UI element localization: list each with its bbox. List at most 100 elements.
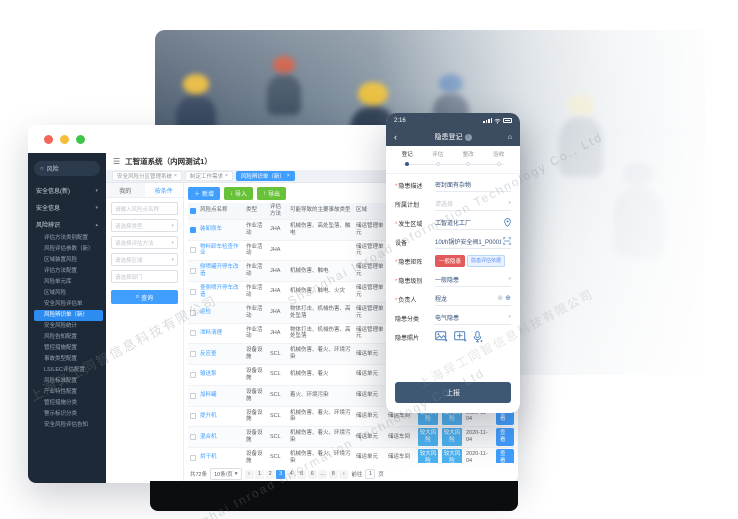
plan-select[interactable]: 请选择 ▾ — [435, 199, 511, 211]
row-checkbox[interactable] — [190, 309, 196, 316]
matrix-level-badge[interactable]: 一般隐患 — [435, 254, 466, 267]
close-icon[interactable]: × — [174, 173, 177, 179]
page-tab[interactable]: 制定工作需求 × — [184, 171, 233, 181]
sidebar-subitem[interactable]: 事故类型配置 — [44, 356, 78, 362]
page-button[interactable]: 4 — [286, 469, 296, 479]
risk-point-link[interactable]: 加料罐 — [200, 392, 217, 399]
row-checkbox[interactable] — [190, 268, 196, 275]
row-checkbox[interactable] — [190, 434, 196, 441]
filter-input[interactable]: 请输入风险点名称 — [111, 202, 178, 215]
window-minimize-button[interactable] — [60, 134, 69, 144]
risk-point-link[interactable]: 釜侧喷开停车改造 — [200, 285, 239, 298]
row-checkbox[interactable] — [190, 351, 196, 358]
risk-point-link[interactable]: 提升机 — [200, 412, 217, 419]
sidebar-subitem[interactable]: 风险标准配置 — [44, 378, 78, 384]
owner-field[interactable]: 程龙 ⊗ ⊕ — [435, 294, 511, 306]
page-button[interactable]: … — [318, 469, 328, 479]
level-select[interactable]: 一般隐患 ▾ — [435, 275, 511, 287]
sidebar-subitem[interactable]: 警示标识分类 — [44, 411, 78, 417]
risk-point-link[interactable]: 物料卸车检查作业 — [200, 243, 239, 257]
column-header[interactable]: 类型 — [246, 207, 258, 214]
matrix-basis-button[interactable]: 隐患评估依据 — [467, 254, 506, 267]
sidebar-subitem[interactable]: 风险评估参数（新） — [44, 246, 94, 252]
filter-input[interactable]: 请选择评估方法 — [111, 236, 178, 249]
row-checkbox[interactable] — [190, 371, 196, 378]
device-picker[interactable]: 10t/h锅炉安全阀1_P0001 — [435, 237, 511, 249]
hamburger-menu-icon[interactable]: ☰ — [113, 157, 121, 166]
step-label[interactable]: 整改 — [462, 152, 474, 158]
page-tab[interactable]: 安全风险分区管理系统 × — [112, 171, 182, 181]
row-checkbox[interactable] — [190, 330, 196, 337]
category-select[interactable]: 电气隐患 ▾ — [435, 313, 511, 325]
risk-point-link[interactable]: 输送泵 — [200, 371, 217, 378]
window-zoom-button[interactable] — [76, 134, 85, 144]
page-button[interactable]: 2 — [265, 469, 275, 479]
toolbar-button[interactable]: ↓ 导入 — [224, 187, 254, 200]
page-tab[interactable]: 风险辨识单（新） × — [235, 171, 295, 181]
sidebar-group-item[interactable]: 安全信息 ▾ — [28, 199, 106, 216]
sidebar-subitem[interactable]: 管控措施配置 — [44, 345, 78, 351]
info-icon[interactable]: i — [464, 133, 472, 141]
add-screenshot-icon[interactable] — [454, 331, 467, 342]
row-checkbox[interactable] — [190, 247, 196, 254]
column-header[interactable]: 可能导致的主要事故类型 — [290, 207, 351, 214]
step-label[interactable]: 验收 — [493, 152, 505, 158]
risk-point-link[interactable]: 巡检 — [200, 309, 212, 316]
step-label[interactable]: 登记 — [401, 152, 413, 158]
back-icon[interactable]: ‹ — [394, 131, 397, 142]
filter-tab[interactable]: 按条件 — [144, 183, 183, 197]
step-label[interactable]: 评估 — [432, 152, 444, 158]
filter-input[interactable]: 请选择部门 — [111, 270, 178, 283]
sidebar-subitem[interactable]: 安全风险评估单 — [44, 301, 83, 307]
area-picker[interactable]: 工智道化工厂 — [435, 217, 511, 230]
risk-point-link[interactable]: 混合机 — [200, 433, 217, 440]
sidebar-subitem[interactable]: 风险告知配置 — [44, 334, 78, 340]
close-icon[interactable]: × — [286, 173, 290, 179]
page-button[interactable]: 5 — [297, 469, 307, 479]
page-button[interactable]: 8 — [328, 469, 338, 479]
risk-point-link[interactable]: 泄料清理 — [200, 329, 223, 336]
filter-input[interactable]: 请选择类型 — [111, 219, 178, 232]
submit-button[interactable]: 上报 — [395, 382, 511, 403]
sidebar-subitem[interactable]: 评估方法类别配置 — [44, 235, 89, 241]
sidebar-subitem[interactable]: 安全风险评估告知 — [44, 422, 89, 428]
row-checkbox[interactable] — [190, 392, 196, 399]
sidebar-subitem[interactable]: 产业特性配置 — [44, 389, 78, 395]
scan-icon[interactable] — [503, 237, 511, 245]
sidebar-subitem[interactable]: 评估方法配置 — [44, 268, 78, 274]
filter-input[interactable]: 请选择区域 — [111, 253, 178, 266]
sidebar-subitem[interactable]: 风险单元库 — [44, 279, 72, 285]
sidebar-subitem[interactable]: 区域风险 — [44, 290, 67, 296]
risk-point-link[interactable]: 装卸原车 — [200, 226, 223, 233]
view-button[interactable]: 查看 — [496, 428, 514, 446]
page-button[interactable]: › — [339, 469, 349, 479]
page-button[interactable]: 3 — [276, 469, 286, 479]
page-size-select[interactable]: 10条/页 ▾ — [210, 468, 242, 480]
hazard-desc-input[interactable]: 密封面有杂物 — [435, 180, 511, 192]
risk-point-link[interactable]: 烘干机 — [200, 454, 217, 461]
row-checkbox[interactable] — [190, 454, 196, 461]
risk-point-link[interactable]: 侧喷罐开停车改造 — [200, 264, 239, 278]
sidebar-subitem[interactable]: 风险辨识单（新） — [34, 310, 103, 321]
sidebar-subitem[interactable]: LS/LEC评估配置 — [44, 367, 85, 373]
column-header[interactable]: 风险点名称 — [200, 207, 228, 214]
toolbar-button[interactable]: ↑ 导出 — [257, 187, 287, 200]
column-header[interactable]: 评估方法 — [270, 204, 282, 217]
row-checkbox[interactable] — [190, 413, 196, 420]
page-button[interactable]: 6 — [307, 469, 317, 479]
risk-point-link[interactable]: 反应釜 — [200, 350, 217, 357]
query-button[interactable]: ⌕ 查询 — [111, 290, 178, 304]
page-button[interactable]: 1 — [255, 469, 265, 479]
window-close-button[interactable] — [44, 134, 53, 144]
table-row[interactable]: 混合机 设备设施 SCL 机械伤害、着火、环境污染 储运单元 储运车间 较大风险… — [188, 427, 514, 448]
filter-tab[interactable]: 我的 — [106, 183, 145, 197]
select-all-checkbox[interactable] — [190, 207, 196, 214]
home-icon[interactable]: ⌂ — [507, 133, 512, 141]
location-pin-icon[interactable] — [504, 217, 511, 227]
sidebar-subitem[interactable]: 管控措施分类 — [44, 400, 78, 406]
page-button[interactable]: ‹ — [244, 469, 254, 479]
row-checkbox[interactable] — [190, 288, 196, 295]
table-row[interactable]: 烘干机 设备设施 SCL 机械伤害、着火、环境污染 储运单元 储运车间 较大风险… — [188, 448, 514, 463]
sidebar-subitem[interactable]: 安全风险统计 — [44, 323, 78, 329]
add-photo-icon[interactable] — [435, 331, 448, 342]
